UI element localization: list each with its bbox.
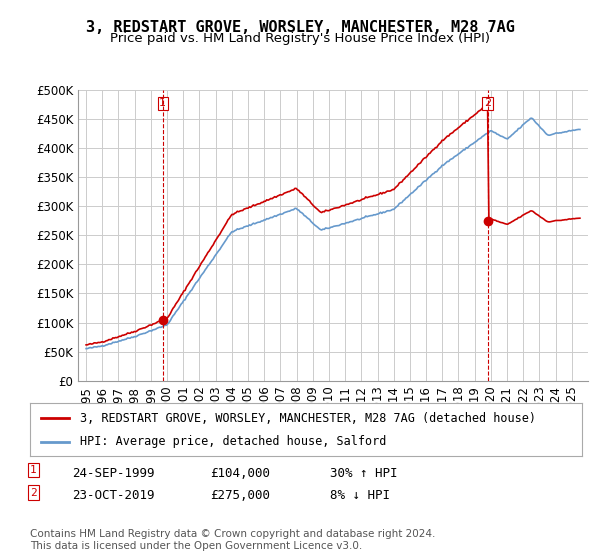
Text: 8% ↓ HPI: 8% ↓ HPI [330,489,390,502]
Text: £104,000: £104,000 [210,466,270,480]
Text: 3, REDSTART GROVE, WORSLEY, MANCHESTER, M28 7AG: 3, REDSTART GROVE, WORSLEY, MANCHESTER, … [86,20,514,35]
Text: 2: 2 [484,99,491,108]
Text: 30% ↑ HPI: 30% ↑ HPI [330,466,398,480]
Text: 3, REDSTART GROVE, WORSLEY, MANCHESTER, M28 7AG (detached house): 3, REDSTART GROVE, WORSLEY, MANCHESTER, … [80,412,536,424]
Text: 1: 1 [30,465,37,475]
Text: 2: 2 [30,488,37,498]
Text: 23-OCT-2019: 23-OCT-2019 [72,489,155,502]
Text: HPI: Average price, detached house, Salford: HPI: Average price, detached house, Salf… [80,435,386,448]
Text: 24-SEP-1999: 24-SEP-1999 [72,466,155,480]
Text: 1: 1 [159,99,166,108]
Text: £275,000: £275,000 [210,489,270,502]
Text: Price paid vs. HM Land Registry's House Price Index (HPI): Price paid vs. HM Land Registry's House … [110,32,490,45]
Text: Contains HM Land Registry data © Crown copyright and database right 2024.
This d: Contains HM Land Registry data © Crown c… [30,529,436,551]
